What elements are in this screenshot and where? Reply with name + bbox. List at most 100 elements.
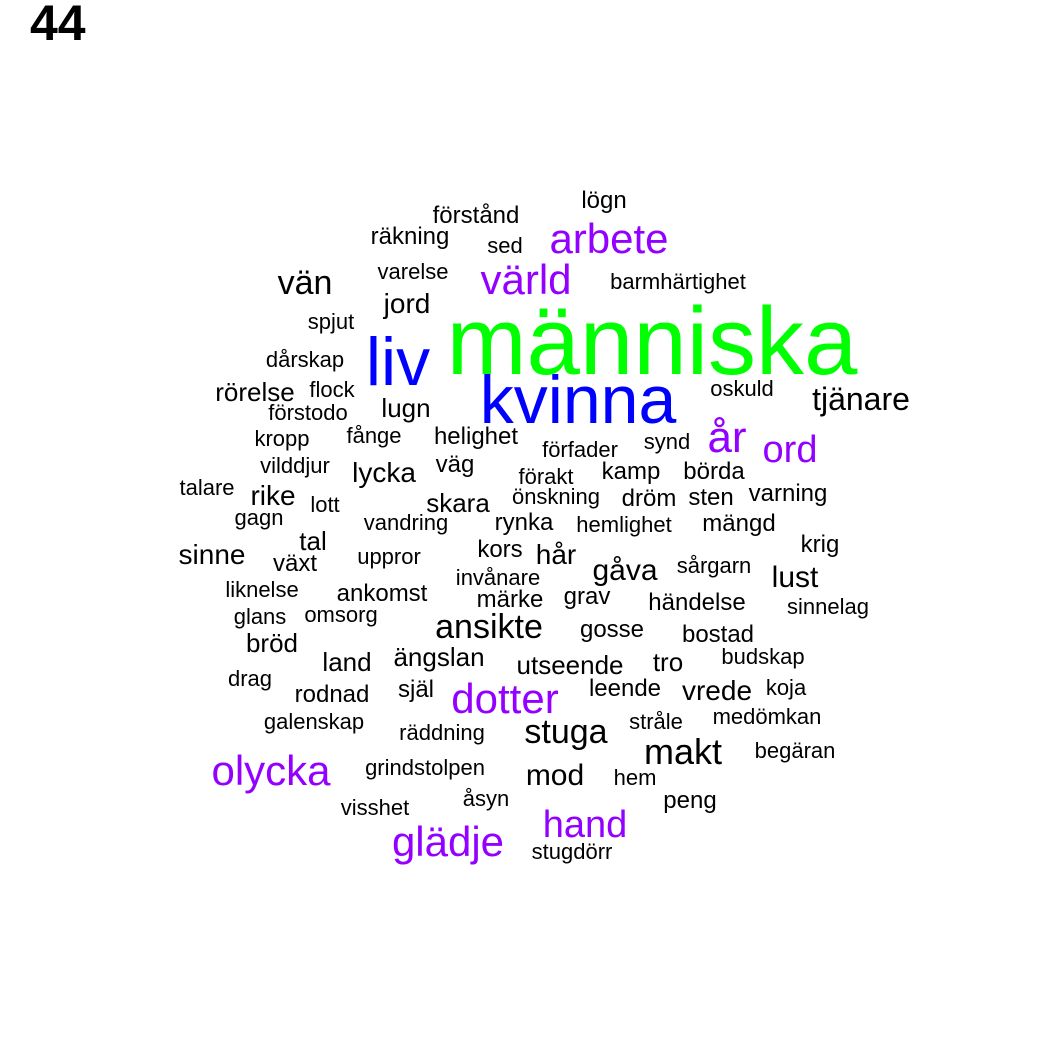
cloud-word: ansikte — [435, 608, 543, 646]
cloud-word: väg — [435, 451, 475, 478]
cloud-word: budskap — [721, 644, 805, 669]
cloud-word: tjänare — [812, 381, 910, 417]
cloud-word: stuga — [524, 713, 608, 751]
page-number: 44 — [30, 0, 86, 51]
cloud-word: ord — [762, 429, 818, 471]
cloud-word: sinnelag — [787, 594, 869, 619]
cloud-word: grav — [563, 583, 611, 610]
cloud-word: varning — [748, 480, 828, 507]
cloud-word: invånare — [455, 565, 541, 590]
cloud-word: lycka — [352, 457, 416, 488]
cloud-word: räddning — [399, 720, 485, 745]
cloud-word: tal — [299, 526, 327, 556]
cloud-word: medömkan — [712, 704, 822, 729]
cloud-word: sårgarn — [676, 553, 752, 578]
cloud-word: kropp — [254, 426, 310, 451]
cloud-word: vrede — [681, 675, 753, 706]
cloud-word: glans — [233, 604, 287, 629]
cloud-word: börda — [683, 458, 745, 485]
cloud-word: lögn — [581, 187, 627, 214]
cloud-word: flock — [309, 377, 355, 402]
cloud-word: varelse — [377, 259, 449, 284]
cloud-word: människa — [446, 288, 858, 395]
cloud-word: lust — [771, 561, 819, 594]
cloud-word: ängslan — [393, 642, 485, 672]
cloud-word: hem — [613, 765, 657, 790]
cloud-word: förakt — [518, 464, 574, 489]
cloud-word: fånge — [346, 423, 402, 448]
cloud-word: sten — [688, 484, 734, 511]
cloud-word: hemlighet — [576, 512, 672, 537]
cloud-word: sed — [487, 233, 523, 258]
cloud-word: glädje — [391, 818, 505, 865]
cloud-word: drag — [227, 666, 273, 691]
cloud-word: gosse — [579, 616, 645, 643]
cloud-word: förfader — [542, 437, 618, 462]
cloud-word: dröm — [621, 485, 677, 512]
cloud-word: sinne — [178, 539, 246, 570]
cloud-word: visshet — [340, 795, 410, 820]
cloud-word: rynka — [494, 509, 554, 536]
cloud-word: olycka — [211, 747, 331, 794]
cloud-word: vandring — [363, 510, 449, 535]
cloud-word: kvinna — [479, 362, 677, 438]
cloud-word: åsyn — [462, 786, 510, 811]
cloud-word: förstodo — [268, 400, 348, 425]
cloud-word: vilddjur — [260, 453, 330, 478]
cloud-word: märke — [476, 586, 544, 613]
cloud-word: koja — [765, 675, 807, 700]
cloud-word: utseende — [516, 650, 624, 680]
cloud-word: önskning — [511, 484, 601, 509]
cloud-word: mod — [525, 759, 585, 792]
cloud-word: helighet — [433, 423, 519, 450]
cloud-word: själ — [397, 676, 435, 703]
cloud-word: land — [322, 647, 372, 677]
cloud-word: händelse — [648, 589, 746, 616]
cloud-word: gåva — [592, 554, 658, 587]
cloud-word: krig — [800, 531, 840, 558]
cloud-word: arbete — [549, 215, 669, 262]
cloud-word: leende — [588, 675, 662, 702]
cloud-word: stråle — [629, 709, 683, 734]
cloud-word: rike — [250, 480, 296, 511]
cloud-word: förstånd — [432, 202, 520, 229]
cloud-word: år — [707, 413, 747, 462]
cloud-word: rodnad — [294, 681, 370, 708]
cloud-word: synd — [643, 429, 691, 454]
cloud-word: omsorg — [304, 602, 378, 627]
cloud-word: dårskap — [265, 347, 345, 372]
cloud-word: växt — [272, 550, 318, 577]
cloud-word: gagn — [234, 505, 284, 530]
cloud-word: spjut — [307, 309, 355, 334]
cloud-word: oskuld — [710, 376, 774, 401]
cloud-word: kors — [477, 536, 523, 563]
cloud-word: bröd — [245, 628, 299, 658]
cloud-word: ankomst — [336, 580, 428, 607]
cloud-word: grindstolpen — [365, 755, 485, 780]
cloud-word: jord — [383, 288, 431, 319]
cloud-word: liv — [365, 324, 431, 400]
cloud-word: uppror — [357, 544, 421, 569]
cloud-word: tro — [652, 647, 684, 677]
cloud-word: skara — [426, 488, 490, 518]
cloud-word: begäran — [754, 738, 836, 763]
cloud-word: hår — [535, 539, 577, 570]
cloud-word: värld — [480, 256, 572, 303]
cloud-word: stugdörr — [531, 839, 613, 864]
cloud-word: liknelse — [225, 577, 299, 602]
cloud-word: dotter — [451, 675, 559, 722]
cloud-word: lott — [310, 492, 340, 517]
cloud-word: makt — [643, 731, 723, 772]
cloud-word: mängd — [702, 510, 776, 537]
cloud-word: räkning — [370, 223, 450, 250]
cloud-word: vän — [277, 264, 333, 302]
cloud-word: peng — [663, 787, 717, 814]
cloud-word: hand — [542, 804, 628, 846]
cloud-word: kamp — [601, 458, 661, 485]
cloud-word: lugn — [381, 393, 431, 423]
cloud-word: rörelse — [215, 377, 295, 407]
cloud-word: galenskap — [263, 709, 365, 734]
cloud-word: barmhärtighet — [610, 269, 746, 294]
cloud-word: bostad — [681, 621, 755, 648]
